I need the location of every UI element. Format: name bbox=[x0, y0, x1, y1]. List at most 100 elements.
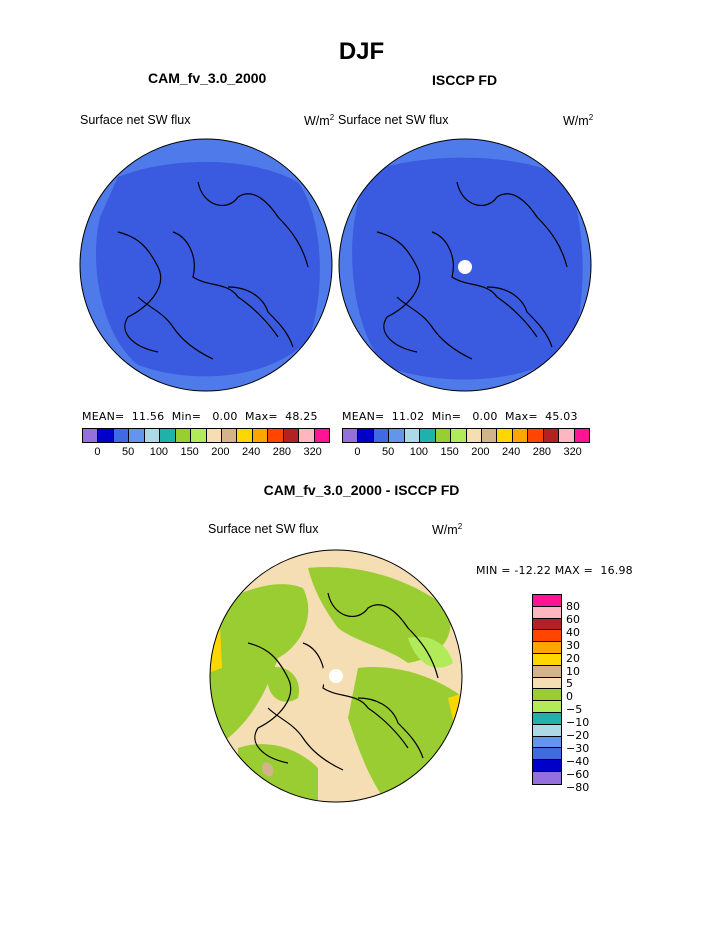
colorbar-swatch bbox=[206, 429, 222, 442]
legend-swatch bbox=[533, 724, 561, 737]
diff-minmax: MIN = -12.22 MAX = 16.98 bbox=[476, 564, 633, 577]
colorbar-swatch bbox=[221, 429, 238, 442]
right-colorbar-ticks: 0 50 100 150 200 240 280 320 bbox=[342, 446, 590, 460]
colorbar-swatch bbox=[481, 429, 498, 442]
legend-label: −80 bbox=[566, 780, 590, 794]
colorbar-tick-label: 50 bbox=[382, 446, 395, 458]
diff-region-6 bbox=[408, 636, 453, 668]
colorbar-swatch bbox=[98, 429, 114, 442]
legend-label: 10 bbox=[566, 664, 580, 678]
legend-label: 40 bbox=[566, 625, 580, 639]
diff-panel-title: CAM_fv_3.0_2000 - ISCCP FD bbox=[263, 482, 460, 498]
colorbar-tick-label: 0 bbox=[94, 446, 101, 458]
diff-colorbar-labels: 80 60 40 30 20 10 5 0 −5 −10 −20 −30 −40 −60 −80 bbox=[566, 600, 590, 795]
diff-map-boundary bbox=[209, 549, 463, 803]
colorbar-swatch bbox=[237, 429, 253, 442]
page-title: DJF bbox=[338, 38, 385, 65]
colorbar-swatch bbox=[83, 429, 99, 442]
diff-region-1 bbox=[210, 584, 309, 748]
colorbar-swatch bbox=[113, 429, 130, 442]
legend-label: −60 bbox=[566, 767, 590, 781]
left-map-coastlines bbox=[117, 181, 309, 360]
colorbar-swatch bbox=[191, 429, 207, 442]
legend-swatch bbox=[533, 618, 561, 631]
legend-label: 20 bbox=[566, 651, 580, 665]
colorbar-swatch bbox=[420, 429, 436, 442]
left-map-boundary bbox=[79, 138, 333, 392]
right-stats: MEAN= 11.02 Min= 0.00 Max= 45.03 bbox=[342, 410, 578, 423]
right-map-pole-hole bbox=[458, 260, 472, 274]
colorbar-tick-label: 280 bbox=[532, 446, 552, 458]
left-colorbar-ticks: 0 50 100 150 200 240 280 320 bbox=[82, 446, 330, 460]
legend-swatch bbox=[533, 653, 561, 666]
colorbar-swatch bbox=[129, 429, 145, 442]
legend-swatch bbox=[533, 642, 561, 654]
colorbar-swatch bbox=[160, 429, 176, 442]
colorbar-tick-label: 240 bbox=[241, 446, 261, 458]
legend-label: −40 bbox=[566, 754, 590, 768]
colorbar-swatch bbox=[512, 429, 529, 442]
legend-label: 60 bbox=[566, 612, 580, 626]
legend-swatch bbox=[533, 606, 561, 619]
diff-map-pole-hole bbox=[329, 669, 343, 683]
legend-label: 0 bbox=[566, 690, 573, 704]
right-polar-map bbox=[338, 138, 592, 392]
legend-label: −20 bbox=[566, 729, 590, 743]
legend-label: −5 bbox=[566, 703, 583, 717]
colorbar-tick-label: 200 bbox=[211, 446, 230, 458]
diff-variable-label: Surface net SW flux bbox=[208, 522, 319, 536]
colorbar-tick-label: 320 bbox=[303, 446, 322, 458]
colorbar-tick-label: 280 bbox=[272, 446, 292, 458]
legend-label: 30 bbox=[566, 638, 580, 652]
legend-label: −30 bbox=[566, 741, 590, 755]
legend-swatch bbox=[533, 595, 561, 607]
colorbar-swatch bbox=[466, 429, 482, 442]
left-colorbar bbox=[82, 428, 330, 443]
colorbar-swatch bbox=[299, 429, 315, 442]
colorbar-swatch bbox=[268, 429, 284, 442]
colorbar-swatch bbox=[528, 429, 544, 442]
colorbar-tick-label: 200 bbox=[471, 446, 490, 458]
colorbar-tick-label: 0 bbox=[354, 446, 361, 458]
colorbar-swatch bbox=[389, 429, 405, 442]
legend-swatch bbox=[533, 748, 561, 761]
colorbar-swatch bbox=[252, 429, 269, 442]
right-unit-label: W/m2 bbox=[563, 113, 594, 129]
colorbar-swatch bbox=[373, 429, 390, 442]
legend-label: −10 bbox=[566, 716, 590, 730]
legend-swatch bbox=[533, 677, 561, 690]
right-colorbar bbox=[342, 428, 590, 443]
left-map-low-region bbox=[95, 161, 320, 377]
legend-swatch bbox=[533, 630, 561, 643]
colorbar-swatch bbox=[404, 429, 421, 442]
left-panel-title: CAM_fv_3.0_2000 bbox=[148, 70, 267, 86]
diff-unit-label: W/m2 bbox=[432, 522, 463, 538]
left-stats: MEAN= 11.56 Min= 0.00 Max= 48.25 bbox=[82, 410, 318, 423]
colorbar-tick-label: 150 bbox=[440, 446, 459, 458]
colorbar-swatch bbox=[497, 429, 513, 442]
legend-swatch bbox=[533, 760, 561, 772]
left-unit-label: W/m2 bbox=[304, 113, 335, 129]
diff-colorbar bbox=[532, 594, 562, 785]
legend-swatch bbox=[533, 736, 561, 749]
colorbar-tick-label: 320 bbox=[563, 446, 582, 458]
left-variable-label: Surface net SW flux bbox=[80, 113, 191, 127]
colorbar-swatch bbox=[283, 429, 300, 442]
legend-label: 5 bbox=[566, 677, 573, 691]
colorbar-swatch bbox=[559, 429, 575, 442]
colorbar-swatch bbox=[435, 429, 452, 442]
diff-map-coastlines bbox=[247, 592, 439, 771]
colorbar-swatch bbox=[314, 429, 329, 442]
legend-swatch bbox=[533, 771, 561, 784]
legend-swatch bbox=[533, 701, 561, 713]
colorbar-swatch bbox=[574, 429, 589, 442]
colorbar-tick-label: 240 bbox=[501, 446, 521, 458]
legend-swatch bbox=[533, 665, 561, 678]
colorbar-tick-label: 100 bbox=[149, 446, 169, 458]
colorbar-swatch bbox=[358, 429, 374, 442]
colorbar-tick-label: 100 bbox=[409, 446, 429, 458]
diff-polar-map bbox=[209, 549, 463, 803]
diff-region-9 bbox=[262, 762, 274, 777]
right-panel-title: ISCCP FD bbox=[432, 72, 498, 88]
diff-region-5 bbox=[267, 667, 299, 702]
